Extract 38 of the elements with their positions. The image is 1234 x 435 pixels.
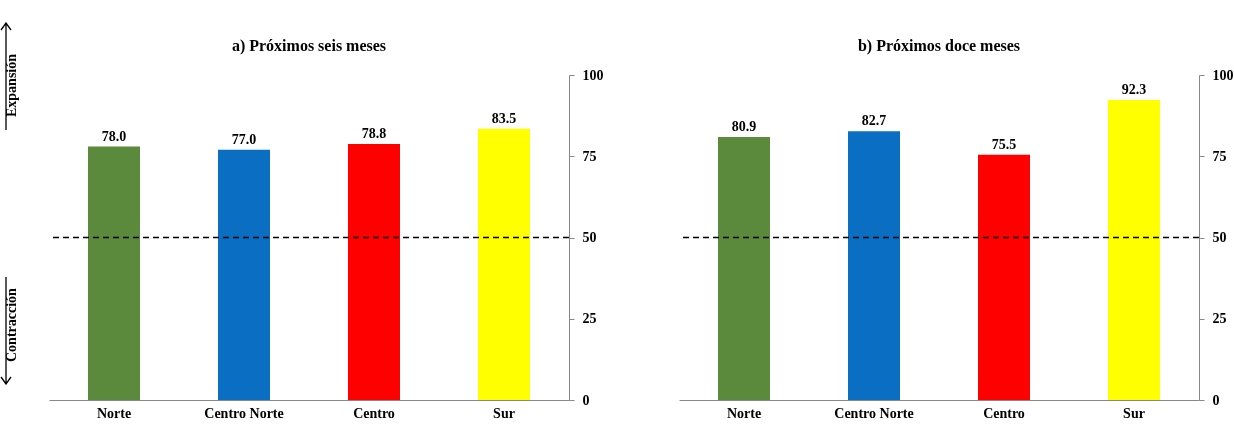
y-tick-label: 50 (582, 230, 597, 245)
bar (348, 143, 400, 400)
text: Expansión (4, 52, 20, 119)
bar (478, 128, 530, 400)
y-tick-label: 25 (1212, 311, 1227, 327)
bar (88, 146, 140, 400)
data-label: 80.9 (731, 119, 757, 135)
x-tick-label: Centro Norte (204, 405, 284, 421)
y-tick-label: 0 (582, 392, 590, 408)
bar (718, 137, 770, 400)
data-label: 78.8 (361, 125, 387, 141)
x-tick-label: Centro (353, 405, 395, 421)
bar (218, 149, 270, 400)
data-label: 78.0 (101, 128, 127, 144)
y-tick-label: 75 (1212, 148, 1227, 164)
y-tick-label: 100 (582, 67, 604, 83)
data-label: 75.5 (991, 136, 1017, 152)
bar (848, 131, 900, 400)
bar (1108, 100, 1160, 400)
data-label: 92.3 (1121, 82, 1147, 98)
data-label: 83.5 (491, 110, 517, 126)
x-tick-label: Norte (96, 405, 132, 421)
data-label: 82.7 (861, 113, 887, 129)
y-tick-label: 75 (582, 148, 597, 164)
text: Contracción (4, 287, 20, 364)
y-tick-label: 100 (1212, 67, 1234, 83)
x-tick-label: Centro (983, 405, 1025, 421)
y-tick-label: 0 (1212, 392, 1220, 408)
chart-title: a) Próximos seis meses (231, 37, 387, 55)
x-tick-label: Sur (1123, 405, 1145, 421)
chart-title: b) Próximos doce meses (857, 37, 1021, 55)
x-tick-label: Centro Norte (834, 405, 914, 421)
x-tick-label: Norte (726, 405, 762, 421)
bar (978, 154, 1030, 400)
x-tick-label: Sur (493, 405, 515, 421)
data-label: 77.0 (231, 131, 257, 147)
y-tick-label: 50 (1212, 230, 1227, 245)
y-tick-label: 25 (582, 311, 597, 327)
